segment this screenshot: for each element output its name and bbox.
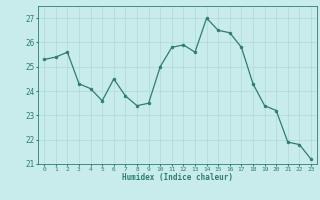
X-axis label: Humidex (Indice chaleur): Humidex (Indice chaleur)	[122, 173, 233, 182]
